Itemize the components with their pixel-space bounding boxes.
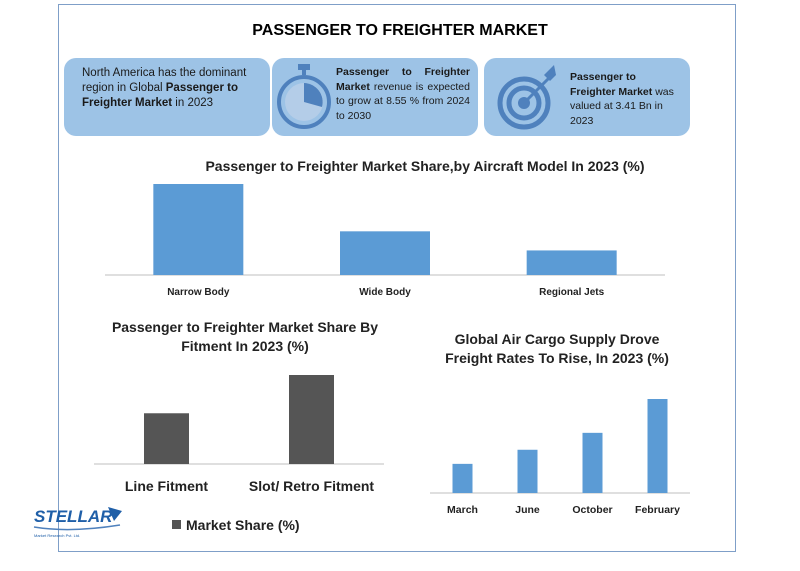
page-title: PASSENGER TO FREIGHTER MARKET <box>252 22 548 39</box>
chart-aircraft-title: Passenger to Freighter Market Share,by A… <box>205 158 645 174</box>
chart-legend: Market Share (%) <box>172 517 300 533</box>
stellar-logo: STELLAR Market Research Pvt. Ltd. <box>33 507 122 538</box>
card-text-part: Passenger to Freighter Market <box>570 71 653 98</box>
logo-subtext: Market Research Pvt. Ltd. <box>34 533 80 538</box>
chart-fitment-title: Passenger to Freighter Market Share By F… <box>111 319 379 354</box>
card-growth-text: Passenger to Freighter Market revenue is… <box>336 65 470 123</box>
card-text-part: revenue is expected to grow at 8.55 % fr… <box>336 80 470 122</box>
stopwatch-icon <box>277 64 331 129</box>
legend-label: Market Share (%) <box>186 517 300 533</box>
card-region-text: North America has the dominant region in… <box>82 66 260 111</box>
info-card-value: Passenger to Freighter Market was valued… <box>484 58 690 136</box>
card-value-text: Passenger to Freighter Market was valued… <box>570 70 684 128</box>
card-text-part: Passenger to Freighter Market <box>82 82 238 109</box>
logo-text: STELLAR <box>34 507 113 526</box>
card-text-part: in 2023 <box>172 97 214 109</box>
card-text-part: was valued at 3.41 Bn in 2023 <box>570 85 674 127</box>
card-text-part: North America has the dominant region in… <box>82 67 247 94</box>
info-card-growth: Passenger to Freighter Market revenue is… <box>272 58 478 136</box>
card-text-part: Passenger to Freighter Market <box>336 66 470 93</box>
legend-swatch <box>172 520 181 529</box>
info-card-region: North America has the dominant region in… <box>64 58 270 136</box>
target-icon <box>497 65 556 130</box>
chart-cargo-title: Global Air Cargo Supply Drove Freight Ra… <box>445 331 669 366</box>
